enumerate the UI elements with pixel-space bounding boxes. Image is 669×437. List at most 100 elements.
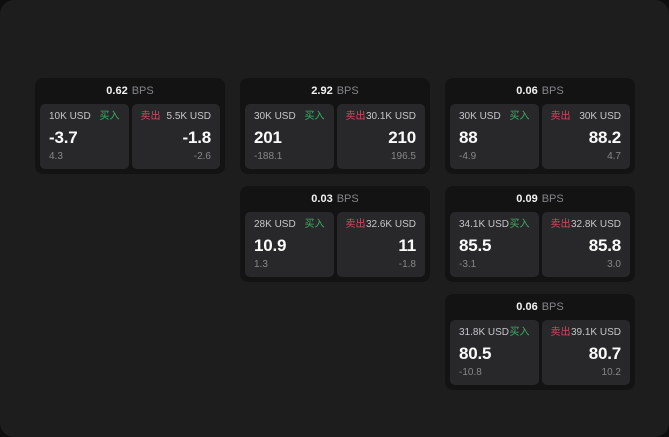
buy-price: 10.9 — [254, 235, 287, 255]
sell-side-label: 卖出 — [345, 219, 366, 230]
buy-panel[interactable]: 10K USD 买入 -3.7 4.3 — [40, 104, 129, 169]
buy-side-label: 买入 — [304, 219, 325, 230]
sell-size-label: 30K USD — [579, 111, 621, 122]
quote-card-3: 0.06 BPS 30K USD 买入 88 -4.9 卖出 30K USD 8… — [445, 78, 635, 174]
quote-panels: 10K USD 买入 -3.7 4.3 卖出 5.5K USD -1.8 -2.… — [35, 104, 225, 174]
buy-panel[interactable]: 28K USD 买入 10.9 1.3 — [245, 212, 334, 277]
quote-card-4: 0.03 BPS 28K USD 买入 10.9 1.3 卖出 32.6K US… — [240, 186, 430, 282]
sell-panel-header: 卖出 32.8K USD — [551, 220, 622, 230]
buy-delta: -3.1 — [459, 259, 477, 270]
sell-price: 88.2 — [588, 127, 621, 147]
spread-header: 0.09 BPS — [445, 186, 635, 212]
spread-value: 0.06 — [516, 84, 538, 97]
buy-size-label: 30K USD — [254, 111, 296, 122]
quote-card-2: 2.92 BPS 30K USD 买入 201 -188.1 卖出 30.1K … — [240, 78, 430, 174]
sell-side-label: 卖出 — [550, 219, 571, 230]
buy-price: 88 — [459, 127, 478, 147]
sell-delta: 196.5 — [390, 151, 416, 162]
quote-card-5: 0.09 BPS 34.1K USD 买入 85.5 -3.1 卖出 32.8K… — [445, 186, 635, 282]
buy-panel-header: 28K USD 买入 — [254, 220, 325, 230]
buy-panel[interactable]: 34.1K USD 买入 85.5 -3.1 — [450, 212, 539, 277]
spread-value: 0.06 — [516, 300, 538, 313]
sell-side-label: 卖出 — [550, 327, 571, 338]
sell-panel[interactable]: 卖出 32.8K USD 85.8 3.0 — [541, 212, 630, 277]
sell-delta: 10.2 — [601, 367, 621, 378]
quote-card-6: 0.06 BPS 31.8K USD 买入 80.5 -10.8 卖出 39.1… — [445, 294, 635, 390]
sell-delta: 3.0 — [607, 259, 621, 270]
buy-price: 80.5 — [459, 343, 492, 363]
sell-side-label: 卖出 — [550, 111, 571, 122]
buy-side-label: 买入 — [509, 111, 530, 122]
buy-side-label: 买入 — [304, 111, 325, 122]
quote-panels: 30K USD 买入 201 -188.1 卖出 30.1K USD 210 1… — [240, 104, 430, 174]
buy-size-label: 28K USD — [254, 219, 296, 230]
bps-unit-label: BPS — [131, 84, 154, 97]
spread-header: 0.06 BPS — [445, 294, 635, 320]
sell-panel-header: 卖出 30K USD — [551, 112, 622, 122]
sell-price: 210 — [388, 127, 416, 147]
sell-panel[interactable]: 卖出 39.1K USD 80.7 10.2 — [541, 320, 630, 385]
sell-panel-header: 卖出 32.6K USD — [346, 220, 417, 230]
buy-size-label: 31.8K USD — [459, 327, 510, 338]
buy-delta: 1.3 — [254, 259, 268, 270]
quote-panels: 34.1K USD 买入 85.5 -3.1 卖出 32.8K USD 85.8… — [445, 212, 635, 282]
spread-value: 0.03 — [311, 192, 333, 205]
buy-size-label: 10K USD — [49, 111, 91, 122]
sell-panel[interactable]: 卖出 32.6K USD 11 -1.8 — [336, 212, 425, 277]
bps-unit-label: BPS — [541, 300, 564, 313]
spread-header: 0.06 BPS — [445, 78, 635, 104]
buy-price: -3.7 — [49, 127, 78, 147]
buy-panel[interactable]: 30K USD 买入 201 -188.1 — [245, 104, 334, 169]
buy-delta: -10.8 — [459, 367, 482, 378]
sell-side-label: 卖出 — [140, 111, 161, 122]
sell-panel-header: 卖出 30.1K USD — [346, 112, 417, 122]
bps-unit-label: BPS — [336, 84, 359, 97]
sell-side-label: 卖出 — [345, 111, 366, 122]
sell-size-label: 30.1K USD — [365, 111, 416, 122]
quote-panels: 28K USD 买入 10.9 1.3 卖出 32.6K USD 11 -1.8 — [240, 212, 430, 282]
spread-header: 0.03 BPS — [240, 186, 430, 212]
buy-panel-header: 34.1K USD 买入 — [459, 220, 530, 230]
sell-panel[interactable]: 卖出 5.5K USD -1.8 -2.6 — [131, 104, 220, 169]
buy-side-label: 买入 — [509, 327, 530, 338]
sell-size-label: 5.5K USD — [166, 111, 211, 122]
bps-unit-label: BPS — [541, 84, 564, 97]
buy-size-label: 34.1K USD — [459, 219, 510, 230]
buy-side-label: 买入 — [509, 219, 530, 230]
buy-delta: -4.9 — [459, 151, 477, 162]
buy-panel-header: 30K USD 买入 — [459, 112, 530, 122]
quote-panels: 31.8K USD 买入 80.5 -10.8 卖出 39.1K USD 80.… — [445, 320, 635, 390]
sell-panel-header: 卖出 39.1K USD — [551, 328, 622, 338]
buy-panel[interactable]: 30K USD 买入 88 -4.9 — [450, 104, 539, 169]
bps-unit-label: BPS — [336, 192, 359, 205]
quote-card-1: 0.62 BPS 10K USD 买入 -3.7 4.3 卖出 5.5K USD… — [35, 78, 225, 174]
sell-delta: -1.8 — [398, 259, 416, 270]
spread-value: 2.92 — [311, 84, 333, 97]
buy-delta: 4.3 — [49, 151, 63, 162]
sell-price: -1.8 — [182, 127, 212, 147]
spread-value: 0.09 — [516, 192, 538, 205]
sell-delta: 4.7 — [607, 151, 621, 162]
buy-price: 201 — [254, 127, 282, 147]
sell-price: 85.8 — [588, 235, 621, 255]
sell-size-label: 32.8K USD — [570, 219, 621, 230]
buy-size-label: 30K USD — [459, 111, 501, 122]
spread-value: 0.62 — [106, 84, 128, 97]
spread-header: 2.92 BPS — [240, 78, 430, 104]
buy-panel-header: 30K USD 买入 — [254, 112, 325, 122]
sell-panel-header: 卖出 5.5K USD — [141, 112, 212, 122]
bps-unit-label: BPS — [541, 192, 564, 205]
sell-panel[interactable]: 卖出 30K USD 88.2 4.7 — [541, 104, 630, 169]
buy-panel-header: 31.8K USD 买入 — [459, 328, 530, 338]
buy-panel[interactable]: 31.8K USD 买入 80.5 -10.8 — [450, 320, 539, 385]
sell-delta: -2.6 — [193, 151, 211, 162]
sell-size-label: 39.1K USD — [570, 327, 621, 338]
buy-side-label: 买入 — [99, 111, 120, 122]
sell-price: 11 — [398, 235, 416, 255]
quote-panels: 30K USD 买入 88 -4.9 卖出 30K USD 88.2 4.7 — [445, 104, 635, 174]
sell-panel[interactable]: 卖出 30.1K USD 210 196.5 — [336, 104, 425, 169]
buy-price: 85.5 — [459, 235, 492, 255]
spread-header: 0.62 BPS — [35, 78, 225, 104]
buy-delta: -188.1 — [254, 151, 283, 162]
